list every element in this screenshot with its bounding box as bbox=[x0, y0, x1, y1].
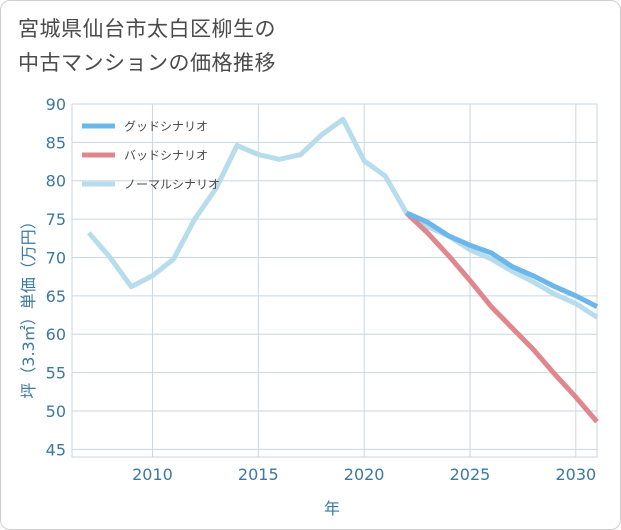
y-tick-label: 50 bbox=[46, 402, 66, 421]
y-tick-label: 80 bbox=[46, 172, 66, 191]
y-tick-label: 65 bbox=[46, 287, 66, 306]
y-axis-ticks: 45 50 55 60 65 70 75 80 85 90 bbox=[46, 95, 66, 459]
legend-label-0: グッドシナリオ bbox=[124, 120, 208, 134]
legend-label-2: ノーマルシナリオ bbox=[124, 178, 220, 192]
x-tick-label: 2025 bbox=[450, 465, 491, 484]
y-axis-label: 坪（3.3㎡）単価（万円） bbox=[19, 213, 38, 398]
x-axis-ticks: 2010 2015 2020 2025 2030 bbox=[132, 465, 596, 484]
grid bbox=[71, 103, 598, 458]
x-axis-label: 年 bbox=[324, 499, 340, 518]
series-line-2 bbox=[87, 116, 599, 320]
y-tick-label: 45 bbox=[46, 440, 66, 459]
title-line-2: 中古マンションの価格推移 bbox=[18, 51, 276, 75]
x-tick-label: 2020 bbox=[344, 465, 385, 484]
series-line-1 bbox=[404, 211, 599, 424]
title-line-1: 宮城県仙台市太白区柳生の bbox=[18, 17, 276, 41]
legend-label-1: バッドシナリオ bbox=[124, 149, 208, 163]
y-tick-label: 90 bbox=[46, 95, 66, 114]
x-tick-label: 2010 bbox=[132, 465, 173, 484]
y-tick-label: 70 bbox=[46, 248, 66, 267]
series-lines bbox=[87, 116, 599, 424]
x-tick-label: 2030 bbox=[555, 465, 596, 484]
y-tick-label: 75 bbox=[46, 210, 66, 229]
y-tick-label: 55 bbox=[46, 364, 66, 383]
y-tick-label: 85 bbox=[46, 133, 66, 152]
series-line-0 bbox=[405, 210, 599, 309]
chart-title: 宮城県仙台市太白区柳生の 中古マンションの価格推移 bbox=[18, 12, 276, 80]
x-tick-label: 2015 bbox=[238, 465, 279, 484]
y-tick-label: 60 bbox=[46, 325, 66, 344]
